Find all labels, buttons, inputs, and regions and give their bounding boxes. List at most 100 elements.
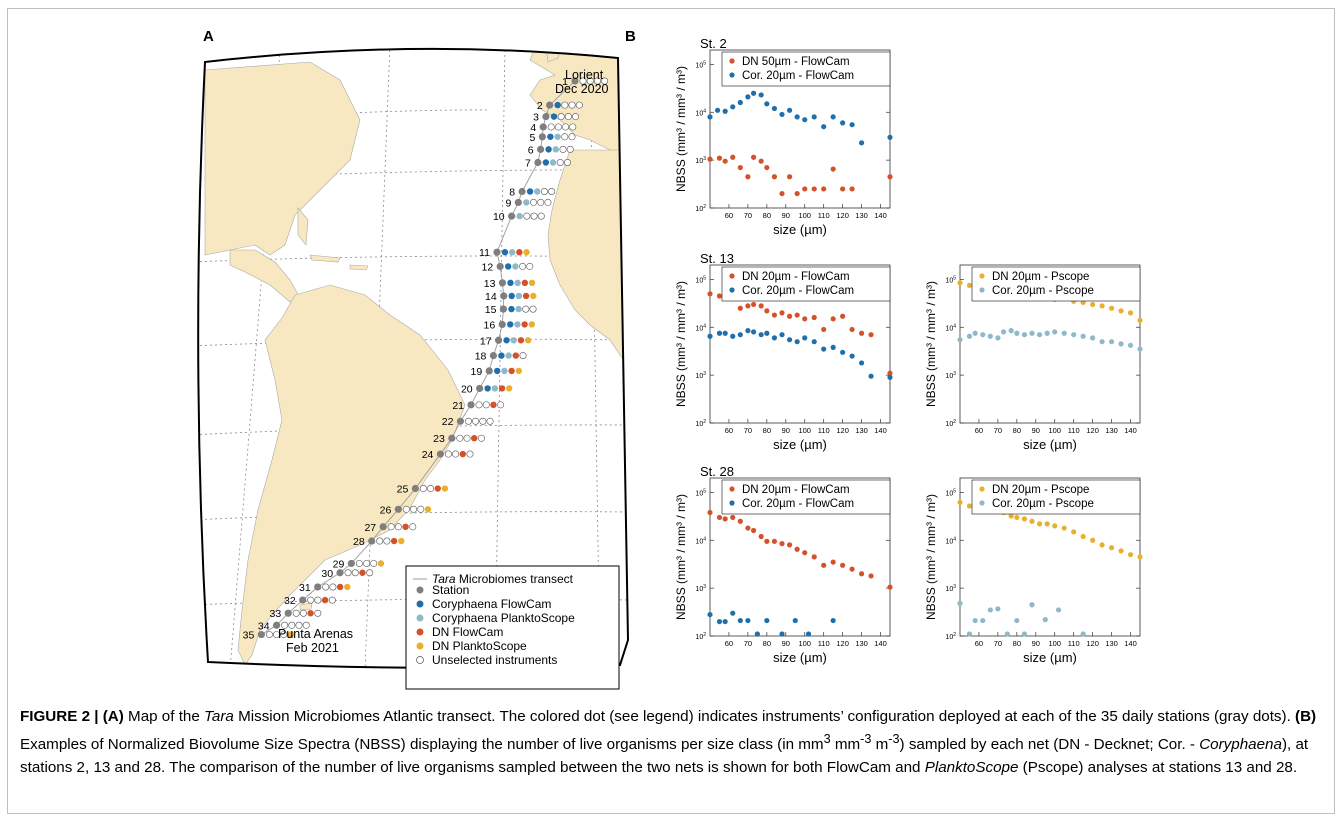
data-point [750, 154, 757, 160]
station-label: 5 [530, 132, 536, 144]
instrument-dot [464, 417, 472, 425]
legend-label: Cor. 20µm - FlowCam [742, 498, 854, 510]
data-point [716, 293, 723, 299]
data-point [764, 101, 770, 107]
station-label: 7 [525, 158, 531, 170]
station-label: 4 [530, 122, 536, 134]
data-point [1080, 533, 1086, 540]
station-dot [456, 417, 465, 425]
instrument-dot [540, 187, 548, 195]
data-point [987, 607, 993, 613]
data-point [966, 503, 973, 509]
start-label-date: Dec 2020 [555, 82, 609, 96]
data-point [830, 114, 836, 120]
data-point [849, 353, 855, 359]
instrument-dot [344, 583, 351, 591]
data-point [714, 107, 721, 113]
data-point [771, 335, 778, 341]
data-point [1044, 521, 1050, 527]
station-dot [494, 336, 503, 344]
instrument-dot [441, 485, 449, 492]
y-tick-label: 104 [945, 536, 956, 545]
data-point [730, 514, 736, 521]
x-tick-label: 140 [1124, 426, 1137, 435]
instrument-dot [517, 337, 525, 344]
data-point [1021, 631, 1028, 637]
instrument-dot [549, 159, 557, 166]
data-point [1014, 617, 1020, 624]
instrument-dot [507, 321, 514, 328]
x-tick-label: 140 [1124, 639, 1137, 648]
legend-marker [416, 614, 424, 622]
x-tick-label: 90 [782, 639, 790, 648]
instrument-dot [484, 385, 491, 392]
x-tick-label: 60 [975, 639, 983, 648]
instrument-dot [486, 417, 494, 425]
instrument-dot [459, 450, 466, 458]
instrument-dot [522, 292, 530, 300]
instrument-dot [554, 101, 561, 109]
station-dot [476, 384, 484, 393]
x-tick-label: 70 [744, 211, 752, 220]
x-tick-label: 130 [855, 211, 868, 220]
data-point [737, 99, 743, 106]
caption-sup-1: 3 [823, 732, 831, 746]
x-tick-label: 100 [798, 426, 811, 435]
data-point [887, 374, 893, 380]
instrument-dot [526, 262, 534, 270]
data-point [716, 514, 723, 521]
instrument-dot [314, 609, 322, 617]
data-point [1029, 330, 1035, 336]
instrument-dot [544, 198, 552, 206]
legend-marker [416, 656, 424, 664]
y-tick-label: 103 [695, 156, 706, 165]
data-point [745, 525, 751, 531]
station-label: 11 [479, 247, 490, 259]
x-tick-label: 90 [782, 426, 790, 435]
station-label: 16 [484, 319, 496, 331]
station-label: 17 [480, 335, 492, 347]
data-point [730, 104, 736, 110]
data-point [1090, 537, 1096, 543]
x-tick-label: 60 [725, 426, 733, 435]
instrument-dot [515, 292, 523, 300]
data-point [858, 140, 865, 146]
data-point [1071, 529, 1077, 535]
station-dot [257, 630, 265, 639]
data-point [1137, 346, 1143, 352]
data-point [786, 542, 793, 548]
instrument-dot [377, 560, 385, 567]
data-point [794, 312, 800, 318]
instrument-dot [281, 621, 289, 629]
data-point [764, 330, 770, 336]
data-point [754, 631, 760, 637]
data-point [794, 339, 800, 345]
data-point [794, 190, 800, 197]
data-point [1127, 310, 1134, 316]
legend-marker [729, 273, 735, 279]
station-dot [368, 537, 376, 545]
station-label: 2 [537, 100, 543, 112]
instrument-dot [417, 505, 425, 513]
instrument-dot [472, 417, 480, 425]
data-point [764, 164, 770, 171]
instrument-dot [287, 631, 295, 638]
caption-fig-label: FIGURE 2 | [20, 708, 103, 725]
station-dot [508, 212, 516, 220]
chart-legend [721, 51, 891, 87]
data-point [966, 631, 973, 637]
data-point [972, 617, 978, 624]
data-point [707, 114, 713, 120]
data-point [1108, 545, 1115, 551]
instrument-dot [505, 352, 512, 359]
data-point [821, 346, 827, 352]
legend-item-label: DN FlowCam [432, 625, 503, 639]
instrument-dot [534, 188, 541, 195]
instrument-dot [530, 198, 538, 206]
panel-label-a: A [203, 28, 214, 45]
instrument-dot [542, 159, 550, 166]
instrument-dot [519, 262, 527, 270]
station-label: 8 [509, 186, 515, 198]
y-tick-label: 102 [945, 419, 956, 428]
data-point [745, 303, 751, 309]
